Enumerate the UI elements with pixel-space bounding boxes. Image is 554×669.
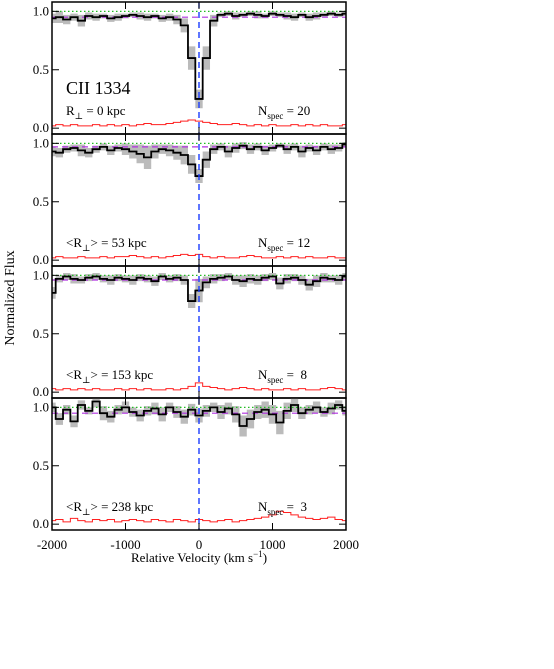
r-label: <R⊥> = 53 kpc — [66, 235, 147, 253]
x-tick-label: 2000 — [333, 537, 359, 552]
y-tick-label: 0.0 — [33, 516, 49, 531]
r-label: R⊥ = 0 kpc — [66, 103, 126, 121]
panel — [52, 398, 346, 530]
r-label-main: <R — [66, 235, 82, 250]
r-label-end: > = 238 kpc — [90, 499, 153, 514]
n-label-sub: spec — [267, 111, 283, 121]
n-label: Nspec = 8 — [258, 367, 307, 385]
r-label-end: > = 153 kpc — [90, 367, 153, 382]
n-label-main: N — [258, 235, 268, 250]
x-tick-label: 0 — [196, 537, 203, 552]
flux-line — [52, 400, 346, 427]
x-tick-label: -2000 — [37, 537, 67, 552]
n-label-sub: spec — [267, 243, 283, 253]
n-label-end: = 8 — [283, 367, 307, 382]
scatter-band — [52, 142, 346, 184]
panel — [52, 134, 346, 266]
y-tick-label: 0.5 — [33, 194, 49, 209]
n-label-main: N — [258, 367, 268, 382]
r-label: <R⊥> = 238 kpc — [66, 499, 153, 517]
y-tick-label: 0.5 — [33, 62, 49, 77]
n-label-main: N — [258, 499, 268, 514]
r-label-main: <R — [66, 499, 82, 514]
r-label-main: R — [66, 103, 75, 118]
panel — [52, 266, 346, 398]
n-label-end: = 12 — [283, 235, 310, 250]
x-label-end: ) — [263, 550, 267, 565]
y-tick-label: 0.0 — [33, 120, 49, 135]
y-tick-label: 1.0 — [33, 399, 49, 414]
n-label: Nspec = 12 — [258, 235, 310, 253]
error-line — [52, 382, 346, 391]
x-tick-label: 1000 — [260, 537, 286, 552]
error-line — [52, 253, 346, 259]
x-label-sup: −1 — [253, 549, 263, 559]
panel — [52, 2, 346, 134]
x-tick-label: -1000 — [110, 537, 140, 552]
r-label-main: <R — [66, 367, 82, 382]
n-label-end: = 3 — [283, 499, 307, 514]
y-tick-label: 0.5 — [33, 326, 49, 341]
species-label: CII 1334 — [66, 78, 131, 98]
flux-line — [52, 12, 346, 100]
r-label: <R⊥> = 153 kpc — [66, 367, 153, 385]
n-label: Nspec = 3 — [258, 499, 307, 517]
y-tick-label: 0.0 — [33, 384, 49, 399]
x-axis-label: Relative Velocity (km s−1) — [131, 549, 267, 565]
r-label-sub: ⊥ — [75, 111, 83, 121]
r-label-sub: ⊥ — [82, 243, 90, 253]
y-tick-label: 1.0 — [33, 135, 49, 150]
x-label-main: Relative Velocity (km s — [131, 550, 253, 565]
y-tick-label: 0.0 — [33, 252, 49, 267]
n-label-end: = 20 — [283, 103, 310, 118]
n-label-sub: spec — [267, 507, 283, 517]
y-tick-label: 1.0 — [33, 267, 49, 282]
r-label-sub: ⊥ — [82, 375, 90, 385]
r-label-end: = 0 kpc — [83, 103, 126, 118]
n-label: Nspec = 20 — [258, 103, 310, 121]
n-label-main: N — [258, 103, 268, 118]
y-axis-label: Normalized Flux — [3, 250, 18, 345]
y-tick-label: 1.0 — [33, 3, 49, 18]
n-label-sub: spec — [267, 375, 283, 385]
r-label-sub: ⊥ — [82, 507, 90, 517]
y-tick-label: 0.5 — [33, 458, 49, 473]
r-label-end: > = 53 kpc — [90, 235, 146, 250]
error-line — [52, 119, 346, 127]
